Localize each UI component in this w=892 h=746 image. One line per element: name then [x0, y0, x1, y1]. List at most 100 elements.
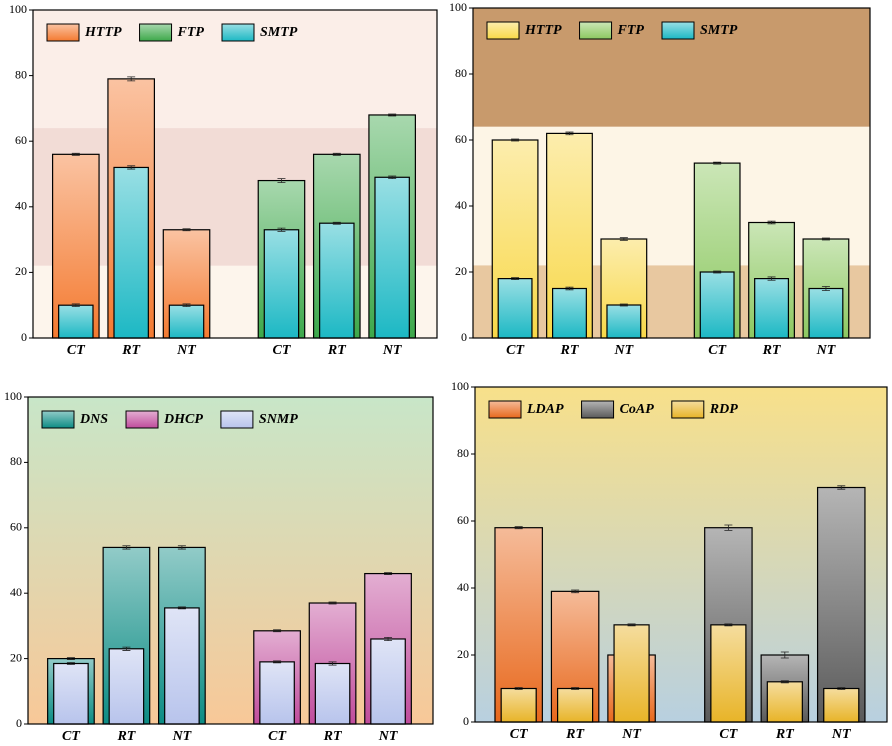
x-tick-label: CT	[510, 727, 529, 742]
y-tick-label: 100	[4, 389, 22, 403]
bar	[823, 687, 860, 723]
y-tick-label: 60	[457, 513, 469, 527]
legend-swatch	[41, 410, 75, 429]
x-tick-label: CT	[62, 729, 81, 744]
bar	[58, 304, 94, 339]
x-tick-label: CT	[719, 727, 738, 742]
y-tick-label: 60	[10, 520, 22, 534]
error-bar	[182, 228, 191, 232]
error-bar	[619, 303, 628, 307]
error-bar	[177, 545, 186, 550]
legend-swatch	[486, 21, 520, 40]
x-tick-label: RT	[121, 343, 141, 358]
bar	[699, 271, 735, 339]
error-bar	[127, 165, 136, 170]
legend-label: HTTP	[524, 23, 562, 38]
x-tick-label: NT	[621, 727, 642, 742]
x-tick-label: CT	[273, 343, 292, 358]
error-bar	[565, 286, 574, 291]
error-bar	[514, 687, 523, 690]
y-tick-label: 80	[15, 67, 27, 81]
x-tick-label: NT	[831, 727, 852, 742]
y-tick-label: 80	[457, 446, 469, 460]
error-bar	[71, 152, 80, 156]
plot-frame	[32, 9, 438, 339]
x-tick-label: NT	[176, 343, 197, 358]
error-bar	[277, 178, 286, 183]
legend-swatch	[46, 23, 80, 42]
bar	[808, 287, 844, 339]
bar	[551, 287, 587, 339]
x-tick-label: NT	[172, 729, 193, 744]
legend-label: SMTP	[700, 23, 738, 38]
y-tick-label: 0	[461, 330, 467, 344]
x-tick-label: RT	[116, 729, 136, 744]
bar	[557, 687, 594, 723]
x-tick-label: CT	[506, 343, 525, 358]
error-bar	[127, 76, 136, 82]
error-bar	[571, 687, 580, 690]
legend-swatch	[221, 23, 255, 42]
bar	[370, 638, 406, 725]
legend-label: FTP	[617, 23, 645, 38]
error-bar	[511, 277, 520, 280]
error-bar	[332, 152, 341, 156]
error-bar	[837, 687, 846, 690]
error-bar	[514, 526, 523, 530]
error-bar	[767, 276, 776, 281]
bar	[164, 607, 200, 725]
legend-swatch	[139, 23, 173, 42]
bar	[168, 304, 205, 339]
x-tick-label: NT	[378, 729, 399, 744]
bar	[606, 304, 642, 339]
error-bar	[780, 651, 789, 659]
error-bar	[565, 131, 574, 136]
error-bar	[767, 220, 776, 225]
y-tick-label: 80	[455, 66, 467, 80]
legend-label: SNMP	[259, 412, 298, 427]
error-bar	[66, 662, 75, 665]
y-tick-label: 80	[10, 454, 22, 468]
error-bar	[511, 138, 520, 142]
x-tick-label: CT	[708, 343, 727, 358]
y-tick-label: 100	[9, 2, 27, 16]
bar	[374, 176, 410, 339]
bar	[816, 486, 866, 723]
error-bar	[821, 237, 830, 241]
legend-label: RDP	[709, 402, 738, 417]
legend-label: SMTP	[260, 25, 298, 40]
y-tick-label: 20	[10, 650, 22, 664]
y-tick-label: 100	[451, 379, 469, 393]
y-tick-label: 40	[455, 198, 467, 212]
y-tick-label: 0	[21, 330, 27, 344]
error-bar	[713, 161, 722, 165]
error-bar	[182, 303, 191, 307]
y-tick-label: 40	[15, 199, 27, 213]
error-bar	[122, 646, 131, 651]
legend-swatch	[488, 400, 522, 419]
x-tick-label: RT	[762, 343, 782, 358]
legend-label: LDAP	[526, 402, 564, 417]
legend-label: DHCP	[163, 412, 203, 427]
x-tick-label: NT	[816, 343, 837, 358]
legend-swatch	[581, 400, 615, 419]
bar	[314, 662, 351, 725]
error-bar	[713, 270, 722, 274]
legend-swatch	[220, 410, 254, 429]
plot-frame	[27, 396, 434, 725]
legend-swatch	[579, 21, 613, 40]
bar	[710, 624, 747, 723]
bar	[754, 278, 790, 339]
x-tick-label: CT	[268, 729, 287, 744]
error-bar	[388, 113, 397, 117]
error-bar	[273, 629, 282, 633]
bar	[497, 278, 533, 339]
x-tick-label: CT	[67, 343, 86, 358]
bar	[319, 222, 355, 339]
error-bar	[328, 661, 337, 666]
error-bar	[821, 286, 830, 291]
x-tick-label: RT	[560, 343, 580, 358]
error-bar	[724, 623, 733, 627]
x-tick-label: RT	[775, 727, 795, 742]
